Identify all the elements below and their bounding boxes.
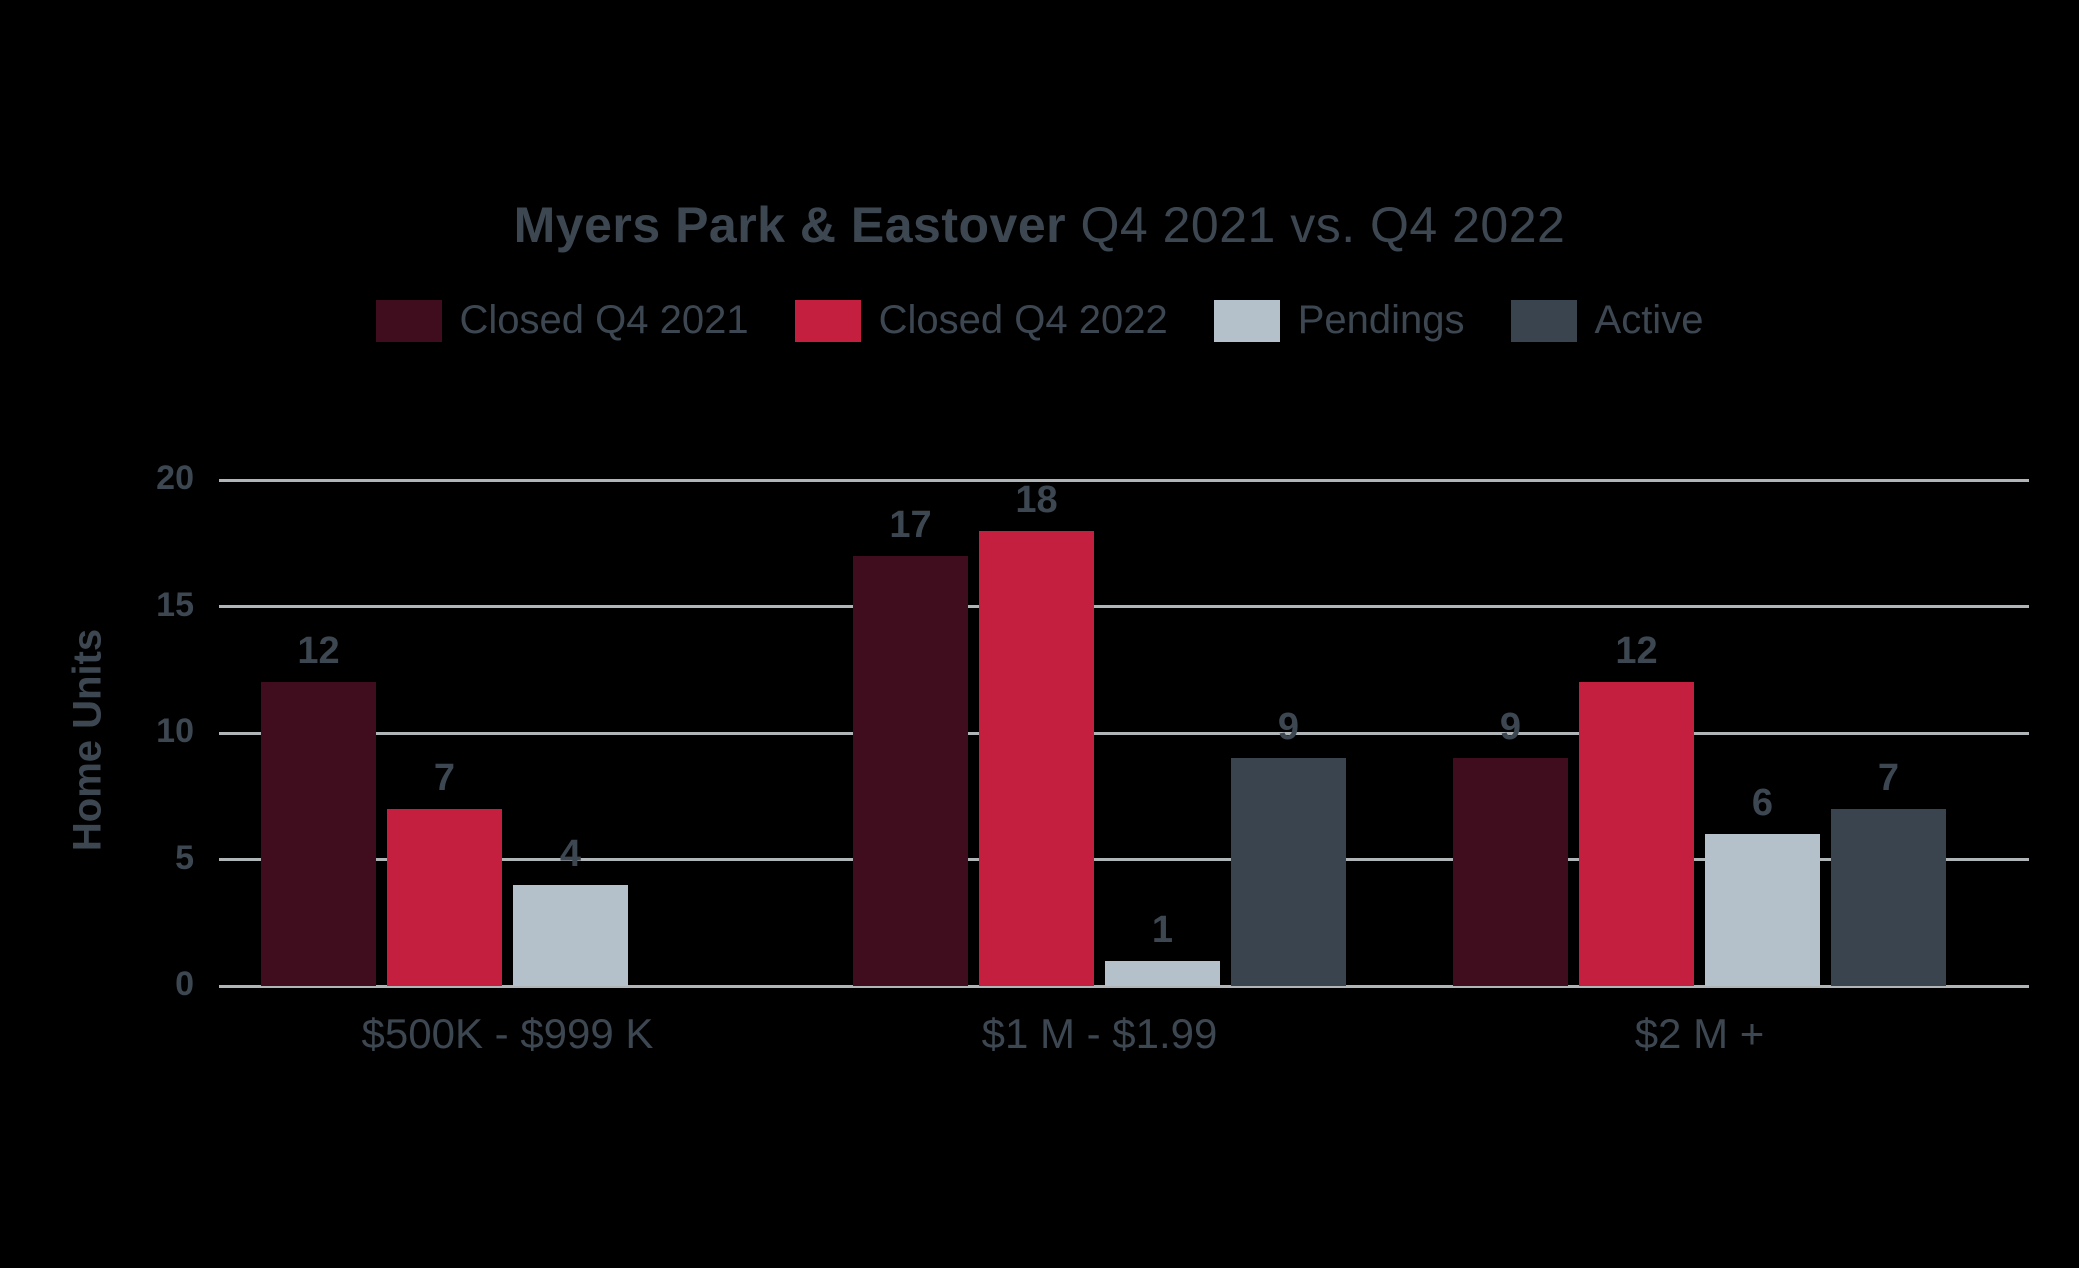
bar-closed-q4-2022-group-2 [1579,682,1694,986]
chart-title: Myers Park & Eastover Q4 2021 vs. Q4 202… [0,196,2079,254]
bar-pendings-group-0 [513,884,628,986]
chart-title-regular: Q4 2021 vs. Q4 2022 [1080,197,1566,253]
legend-swatch [375,299,442,342]
legend-item-closed-q4-2021: Closed Q4 2021 [375,298,749,343]
bar-value-label: 9 [1277,706,1300,749]
legend-label: Closed Q4 2021 [459,298,749,342]
bar-pendings-group-1 [1105,960,1220,986]
legend-swatch [1213,299,1280,342]
legend-item-active: Active [1510,298,1704,343]
bar-closed-q4-2022-group-0 [387,808,502,986]
bar-value-label: 7 [433,756,456,799]
x-axis-label-0: $500K - $999 K [361,1010,654,1057]
y-tick-label-20: 20 [156,459,194,497]
bar-value-label: 6 [1751,782,1774,825]
y-tick-label-15: 15 [156,585,194,624]
bar-closed-q4-2021-group-2 [1453,758,1568,986]
bar-pendings-group-2 [1705,834,1820,986]
bar-closed-q4-2022-group-1 [979,530,1094,986]
legend-label: Closed Q4 2022 [878,298,1168,342]
legend-item-pendings: Pendings [1213,298,1465,343]
y-tick-label-5: 5 [175,838,194,877]
chart-title-bold: Myers Park & Eastover [513,197,1067,253]
bar-value-label: 7 [1877,756,1900,799]
bar-value-label: 17 [889,503,932,546]
gridline-15 [219,605,2029,608]
bar-value-label: 12 [297,630,340,673]
legend-swatch [794,299,861,342]
legend-swatch [1510,299,1577,342]
bar-value-label: 1 [1151,908,1174,951]
legend-item-closed-q4-2022: Closed Q4 2022 [794,298,1168,343]
gridline-10 [219,731,2029,735]
bar-value-label: 12 [1615,630,1658,673]
bar-closed-q4-2021-group-1 [853,555,968,986]
y-tick-label-0: 0 [175,965,194,1003]
bar-active-group-1 [1231,758,1346,986]
x-axis-label-1: $1 M - $1.99 [981,1010,1218,1057]
y-tick-label-10: 10 [156,712,194,750]
gridline-0 [219,984,2029,988]
legend-label: Active [1594,298,1704,342]
legend-label: Pendings [1297,298,1465,342]
bar-value-label: 9 [1499,706,1522,749]
gridline-20 [219,478,2029,482]
bar-value-label: 4 [559,832,582,875]
x-axis-label-2: $2 M + [1634,1010,1765,1057]
chart-legend: Closed Q4 2021 Closed Q4 2022 Pendings Acti… [0,298,2079,343]
bar-active-group-2 [1831,808,1946,986]
bar-value-label: 18 [1015,478,1058,521]
gridline-5 [219,858,2029,861]
bar-closed-q4-2021-group-0 [261,682,376,986]
